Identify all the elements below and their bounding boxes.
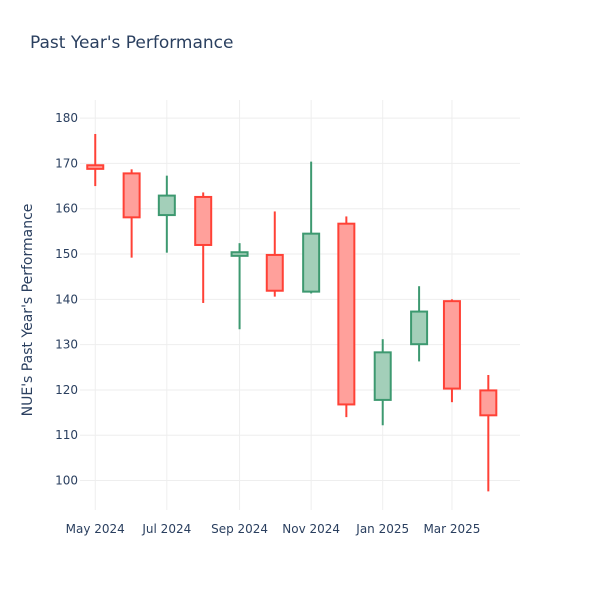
x-tick-label: Sep 2024 [211,522,268,536]
candle-body [337,222,356,406]
y-tick-label: 170 [55,156,78,170]
x-tick-label: Nov 2024 [282,522,340,536]
candle-decreasing [122,169,141,258]
x-tick-label: Mar 2025 [423,522,480,536]
y-tick-label: 130 [55,338,78,352]
y-tick-label: 150 [55,247,78,261]
candle-decreasing [265,211,284,297]
candle-body [442,300,461,390]
y-axis-title: NUE's Past Year's Performance [20,204,36,417]
grid-layer [80,100,520,510]
y-tick-label: 140 [55,292,78,306]
axis-layer: 100 110 120 130 140 150 160 170 180 May 2024 Jul 2… [55,111,480,536]
candle-body [410,310,429,346]
candle-body [479,389,498,417]
candle-body [122,172,141,219]
candle-decreasing [337,216,356,418]
x-tick-label: Jan 2025 [355,522,409,536]
candle-body [373,351,392,401]
candle-body [157,194,176,217]
candle-body [302,232,321,293]
candle-increasing [410,286,429,362]
candle-increasing [302,161,321,294]
candle-increasing [157,175,176,253]
candle-body [230,251,249,257]
candle-body [194,195,213,246]
candle-decreasing [86,133,105,187]
candle-layer [86,133,498,492]
y-tick-label: 180 [55,111,78,125]
candle-increasing [230,243,249,330]
candle-body [265,253,284,292]
candle-increasing [373,339,392,426]
x-tick-label: Jul 2024 [141,522,191,536]
candle-decreasing [194,192,213,303]
candle-decreasing [479,374,498,492]
candle-body [86,164,105,170]
candle-decreasing [442,299,461,403]
chart-title: Past Year's Performance [30,33,234,53]
y-tick-label: 110 [55,428,78,442]
x-tick-label: May 2024 [66,522,125,536]
y-tick-label: 160 [55,202,78,216]
y-tick-label: 100 [55,474,78,488]
y-tick-label: 120 [55,383,78,397]
